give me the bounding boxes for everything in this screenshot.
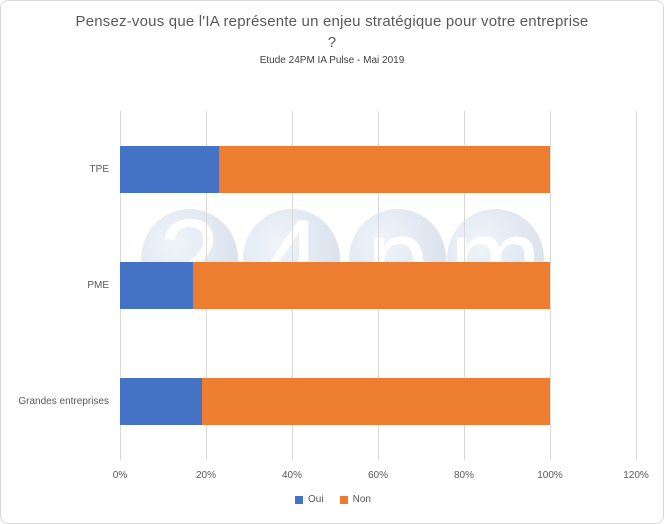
bar-row-pme (120, 262, 636, 309)
bar-segment-oui (120, 262, 194, 309)
bar-segment-oui (120, 146, 219, 193)
category-label-grandes-entreprises: Grandes entreprises (18, 396, 109, 407)
legend-item-oui: Oui (295, 494, 324, 505)
plot-area (120, 111, 637, 460)
x-axis-tick-label: 40% (281, 470, 302, 481)
chart-title: Pensez-vous que l'IA représente un enjeu… (75, 13, 589, 51)
legend-swatch-non (339, 495, 348, 504)
legend-label: Oui (308, 494, 324, 505)
gridline-120% (636, 111, 637, 460)
x-axis-tick-label: 20% (195, 470, 216, 481)
bar-segment-non (193, 262, 550, 309)
bar-segment-non (218, 146, 550, 193)
x-axis-tick-label: 60% (367, 470, 388, 481)
legend-label: Non (352, 494, 371, 505)
legend-item-non: Non (339, 494, 371, 505)
bar-row-tpe (120, 146, 636, 193)
x-axis-tick-label: 120% (623, 470, 649, 481)
category-label-pme: PME (87, 280, 109, 291)
legend: Oui Non (1, 494, 663, 505)
x-axis-tick-label: 80% (453, 470, 474, 481)
x-axis-tick-label: 0% (112, 470, 128, 481)
bar-row-grandes-entreprises (120, 378, 636, 425)
category-label-tpe: TPE (89, 164, 109, 175)
chart-subtitle: Etude 24PM IA Pulse - Mai 2019 (259, 55, 405, 67)
bar-segment-oui (120, 378, 202, 425)
gridline-100% (550, 111, 551, 460)
legend-swatch-oui (295, 495, 304, 504)
x-axis-tick-label: 100% (537, 470, 563, 481)
bar-segment-non (201, 378, 550, 425)
